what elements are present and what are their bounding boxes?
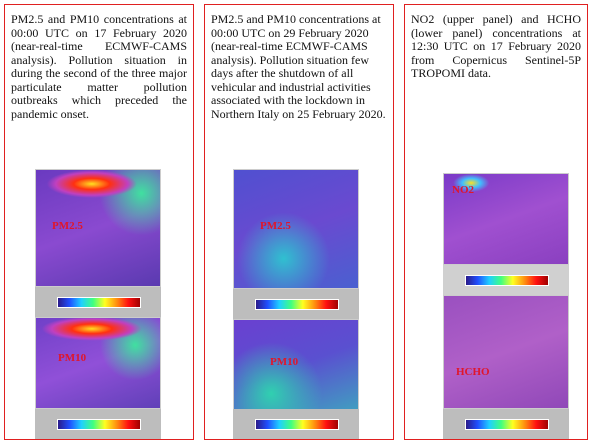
map-label: PM10 (270, 356, 298, 368)
colorbar (57, 419, 141, 430)
colorbar-strip (443, 265, 569, 295)
panel: PM2.5 and PM10 concentrations at 00:00 U… (4, 4, 194, 440)
map-image: PM10 (35, 317, 161, 409)
panel: NO2 (upper panel) and HCHO (lower panel)… (404, 4, 588, 440)
colorbar-strip (35, 287, 161, 317)
page: PM2.5 and PM10 concentrations at 00:00 U… (0, 0, 592, 446)
colorbar (465, 275, 549, 286)
caption: PM2.5 and PM10 concentrations at 00:00 U… (11, 13, 187, 121)
map-image: HCHO (443, 295, 569, 409)
colorbar (57, 297, 141, 308)
colorbar-strip (233, 289, 359, 319)
caption: NO2 (upper panel) and HCHO (lower panel)… (411, 13, 581, 81)
map-label: PM2.5 (260, 220, 291, 232)
colorbar-strip (233, 409, 359, 439)
caption: PM2.5 and PM10 concentrations at 00:00 U… (211, 13, 387, 121)
map-label: PM2.5 (52, 220, 83, 232)
colorbar (465, 419, 549, 430)
colorbar-strip (443, 409, 569, 439)
map-label: PM10 (58, 352, 86, 364)
colorbar-strip (35, 409, 161, 439)
map-image: PM2.5 (233, 169, 359, 289)
map-label: HCHO (456, 366, 490, 378)
map-image: PM10 (233, 319, 359, 413)
map-image: PM2.5 (35, 169, 161, 287)
panel: PM2.5 and PM10 concentrations at 00:00 U… (204, 4, 394, 440)
map-label: NO2 (452, 184, 474, 196)
map-image: NO2 (443, 173, 569, 265)
colorbar (255, 419, 339, 430)
colorbar (255, 299, 339, 310)
